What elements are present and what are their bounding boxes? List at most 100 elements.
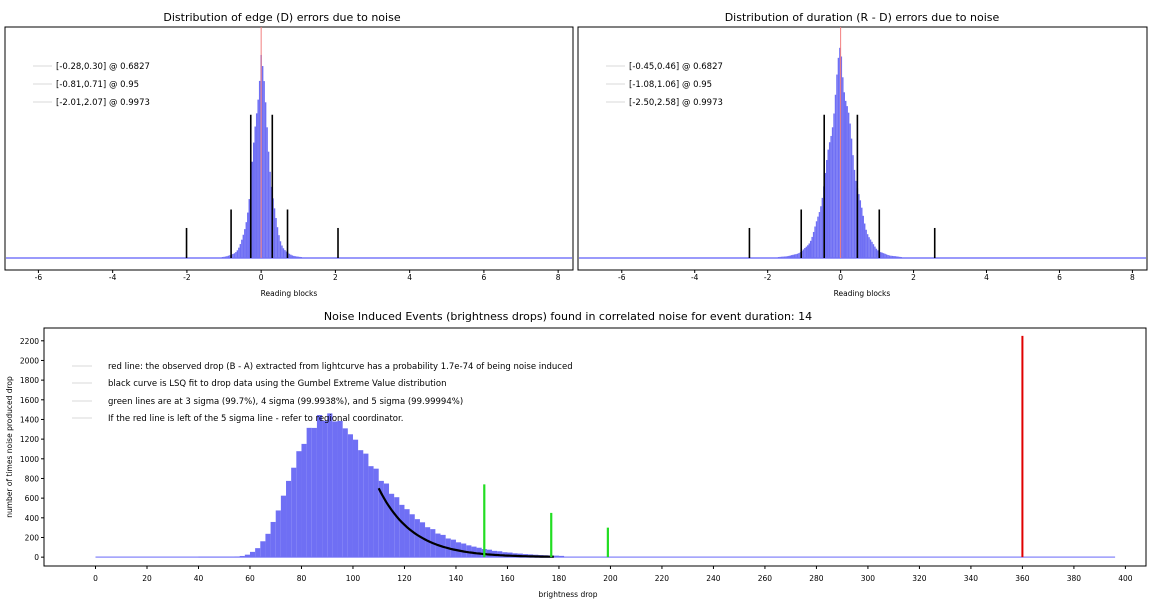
chart-title: Distribution of edge (D) errors due to n… bbox=[163, 11, 400, 24]
histogram-bar bbox=[899, 257, 900, 258]
histogram-bar bbox=[884, 254, 885, 258]
x-tick-label: 300 bbox=[861, 574, 876, 583]
x-tick-label: -6 bbox=[618, 273, 626, 282]
legend-label: [-2.01,2.07] @ 0.9973 bbox=[56, 98, 150, 108]
x-tick-label: 160 bbox=[500, 574, 515, 583]
edge-error-chart: Distribution of edge (D) errors due to n… bbox=[5, 11, 573, 298]
histogram-bar bbox=[810, 241, 811, 258]
histogram-bar bbox=[222, 257, 223, 258]
histogram-bar bbox=[836, 75, 837, 258]
y-tick-label: 1000 bbox=[20, 455, 39, 464]
histogram-bar bbox=[275, 218, 276, 258]
histogram-bar bbox=[298, 257, 299, 258]
histogram-bar bbox=[845, 101, 846, 258]
histogram-bar bbox=[240, 556, 245, 557]
legend-label: red line: the observed drop (B - A) extr… bbox=[108, 362, 573, 372]
histogram-bar bbox=[554, 556, 559, 557]
histogram-bar bbox=[798, 253, 799, 258]
histogram-bar bbox=[338, 421, 343, 557]
histogram-bar bbox=[797, 254, 798, 258]
histogram-bar bbox=[299, 257, 300, 258]
legend-label: black curve is LSQ fit to drop data usin… bbox=[108, 379, 447, 389]
histogram-bar bbox=[813, 232, 814, 258]
histogram-bar bbox=[787, 256, 788, 258]
legend-label: [-0.45,0.46] @ 0.6827 bbox=[629, 62, 723, 72]
x-tick-label: 360 bbox=[1015, 574, 1030, 583]
x-tick-label: 8 bbox=[556, 273, 561, 282]
histogram-bar bbox=[271, 522, 276, 557]
histogram-bar bbox=[268, 152, 269, 258]
chart-title: Noise Induced Events (brightness drops) … bbox=[324, 310, 812, 323]
histogram-bar bbox=[829, 142, 830, 258]
histogram-bar bbox=[898, 257, 899, 258]
histogram-bar bbox=[263, 81, 264, 258]
x-tick-label: 2 bbox=[911, 273, 916, 282]
histogram-bar bbox=[274, 208, 275, 258]
histogram-bar bbox=[246, 222, 247, 258]
histogram-bar bbox=[852, 155, 853, 258]
x-tick-label: -4 bbox=[109, 273, 117, 282]
histogram-bar bbox=[790, 256, 791, 258]
histogram-bar bbox=[286, 481, 291, 557]
histogram-bar bbox=[389, 494, 394, 557]
histogram-bar bbox=[281, 496, 286, 557]
x-tick-label: 60 bbox=[245, 574, 255, 583]
histogram-bar bbox=[874, 247, 875, 258]
histogram-bar bbox=[312, 428, 317, 557]
histogram-bar bbox=[394, 497, 399, 557]
histogram-bar bbox=[877, 250, 878, 258]
histogram-bar bbox=[782, 257, 783, 258]
histogram-bar bbox=[807, 245, 808, 258]
y-tick-label: 2200 bbox=[20, 337, 39, 346]
histogram-bar bbox=[849, 124, 850, 258]
duration-error-chart: Distribution of duration (R - D) errors … bbox=[578, 11, 1147, 298]
histogram-bar bbox=[241, 240, 242, 258]
histogram-bar bbox=[277, 227, 278, 258]
x-tick-label: 8 bbox=[1130, 273, 1135, 282]
histogram-bar bbox=[343, 428, 348, 557]
histogram-bar bbox=[792, 255, 793, 258]
x-tick-label: 220 bbox=[655, 574, 670, 583]
x-tick-label: 100 bbox=[346, 574, 361, 583]
histogram-bar bbox=[265, 534, 270, 557]
histogram-bar bbox=[867, 234, 868, 258]
x-tick-label: 40 bbox=[194, 574, 204, 583]
y-tick-label: 0 bbox=[34, 553, 39, 562]
y-tick-label: 1600 bbox=[20, 396, 39, 405]
histogram-bar bbox=[278, 235, 279, 258]
histogram-bar bbox=[895, 256, 896, 258]
x-tick-label: 340 bbox=[964, 574, 979, 583]
histogram-bar bbox=[322, 421, 327, 557]
histogram-bar bbox=[883, 253, 884, 258]
histogram-bar bbox=[826, 160, 827, 258]
y-tick-label: 2000 bbox=[20, 356, 39, 365]
histogram-bar bbox=[283, 248, 284, 258]
histogram-bar bbox=[235, 252, 236, 258]
histogram-bar bbox=[806, 247, 807, 258]
x-tick-label: 4 bbox=[984, 273, 989, 282]
x-tick-label: 80 bbox=[297, 574, 307, 583]
histogram-bar bbox=[822, 198, 823, 258]
x-tick-label: 180 bbox=[552, 574, 567, 583]
histogram-bar bbox=[842, 77, 843, 258]
histogram-bar bbox=[844, 92, 845, 258]
histogram-bar bbox=[863, 216, 864, 258]
histogram-bar bbox=[820, 206, 821, 258]
histogram-bar bbox=[880, 252, 881, 258]
histogram-bar bbox=[257, 100, 258, 258]
y-tick-label: 600 bbox=[25, 494, 40, 503]
x-tick-label: 320 bbox=[912, 574, 927, 583]
histogram-bar bbox=[890, 256, 891, 258]
histogram-bar bbox=[296, 451, 301, 557]
histogram-bar bbox=[234, 253, 235, 258]
histogram-bar bbox=[410, 514, 415, 557]
chart-title: Distribution of duration (R - D) errors … bbox=[725, 11, 1000, 24]
histogram-bar bbox=[889, 255, 890, 258]
histogram-bar bbox=[363, 454, 368, 558]
histogram-bar bbox=[295, 256, 296, 258]
histogram-bar bbox=[892, 256, 893, 258]
x-tick-label: 240 bbox=[706, 574, 721, 583]
histogram-bar bbox=[245, 555, 250, 557]
histogram-bar bbox=[827, 150, 828, 258]
